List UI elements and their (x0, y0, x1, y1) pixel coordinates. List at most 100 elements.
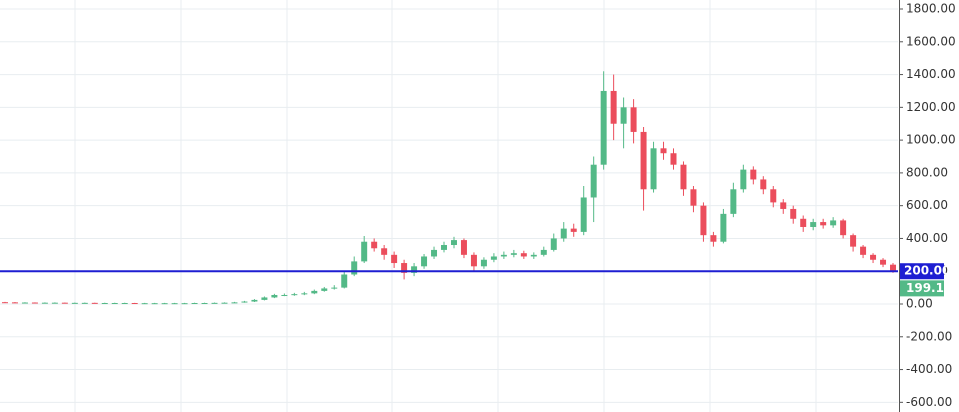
candle-body (331, 287, 338, 289)
candle-body (490, 256, 497, 260)
candle-body (790, 208, 797, 219)
candle-body (470, 254, 477, 267)
candle-body (560, 228, 567, 239)
candle-body (351, 261, 358, 275)
y-tick-label: 600.00 (906, 198, 948, 212)
candle-body (520, 253, 527, 257)
candle-body (840, 220, 847, 236)
candle-body (21, 302, 28, 304)
candle-body (211, 302, 218, 304)
y-tick-label: -600.00 (906, 395, 952, 409)
y-tick-label: 0.00 (906, 297, 933, 311)
candle-body (670, 153, 677, 165)
candle-body (411, 266, 418, 273)
y-tick-label: 1000.00 (906, 133, 956, 147)
candle-body (630, 107, 637, 132)
candle-body (221, 302, 228, 304)
candle-body (660, 148, 667, 154)
candle-body (890, 264, 897, 272)
candle-body (171, 303, 178, 305)
candle-body (690, 189, 697, 206)
candle-body (680, 164, 687, 190)
candle-body (750, 169, 757, 180)
candle-body (311, 290, 318, 294)
candle-body (610, 90, 617, 124)
candle-body (101, 303, 108, 305)
candle-body (510, 253, 517, 255)
candle-body (41, 302, 48, 304)
candle-body (760, 179, 767, 190)
candle-body (570, 228, 577, 232)
candle-body (870, 254, 877, 260)
candle-body (301, 293, 308, 295)
candle-body (31, 302, 38, 304)
candle-body (51, 302, 58, 304)
candle-body (850, 235, 857, 247)
candle-body (720, 213, 727, 242)
candle-body (341, 274, 348, 288)
candle-body (421, 256, 428, 267)
candle-body (441, 245, 448, 250)
candle-body (291, 294, 298, 296)
candle-body (650, 148, 657, 190)
candle-body (271, 294, 278, 298)
candle-body (580, 197, 587, 232)
candle-body (730, 189, 737, 214)
candle-body (131, 303, 138, 305)
candle-body (460, 240, 467, 255)
candle-body (700, 205, 707, 236)
candle-body (91, 302, 98, 304)
y-tick-label: 800.00 (906, 165, 948, 179)
candle-body (321, 288, 328, 291)
line-price-label: 200.00 (904, 264, 950, 278)
candle-body (431, 249, 438, 257)
candle-body (600, 90, 607, 165)
candle-body (540, 249, 547, 255)
candle-body (261, 297, 268, 300)
candle-body (800, 218, 807, 227)
candle-body (201, 303, 208, 305)
candle-body (550, 238, 557, 250)
y-tick-label: 1800.00 (906, 2, 956, 16)
candle-body (61, 302, 68, 304)
candle-body (640, 131, 647, 190)
candle-body (880, 259, 887, 265)
line-price-box (900, 263, 944, 280)
candle-body (770, 189, 777, 203)
candle-body (780, 202, 787, 209)
candle-body (141, 303, 148, 305)
candle-body (401, 263, 408, 273)
candle-body (161, 303, 168, 305)
candle-body (391, 254, 398, 264)
candle-body (450, 240, 457, 246)
candle-body (81, 302, 88, 304)
y-tick-label: 1200.00 (906, 100, 956, 114)
last-price-box (900, 280, 944, 297)
candle-body (740, 169, 747, 190)
candle-body (810, 222, 817, 227)
candle-body (191, 303, 198, 305)
candle-body (371, 241, 378, 249)
candle-body (500, 254, 507, 257)
y-tick-label: 400.00 (906, 231, 948, 245)
y-tick-label: -200.00 (906, 329, 952, 343)
candle-body (1, 302, 8, 304)
candle-body (71, 302, 78, 304)
y-tick-label: 1600.00 (906, 34, 956, 48)
candle-body (530, 254, 537, 257)
candle-body (181, 303, 188, 305)
candle-body (620, 107, 627, 124)
candle-body (830, 220, 837, 226)
candle-body (251, 299, 258, 302)
y-tick-label: -400.00 (906, 362, 952, 376)
candle-body (860, 246, 867, 255)
candle-body (281, 294, 288, 296)
candle-body (241, 301, 248, 303)
y-tick-label: 1400.00 (906, 67, 956, 81)
candle-body (231, 302, 238, 304)
candle-body (381, 248, 388, 255)
candle-body (820, 222, 827, 226)
candle-body (590, 164, 597, 198)
last-price-label: 199.15 (906, 281, 952, 295)
